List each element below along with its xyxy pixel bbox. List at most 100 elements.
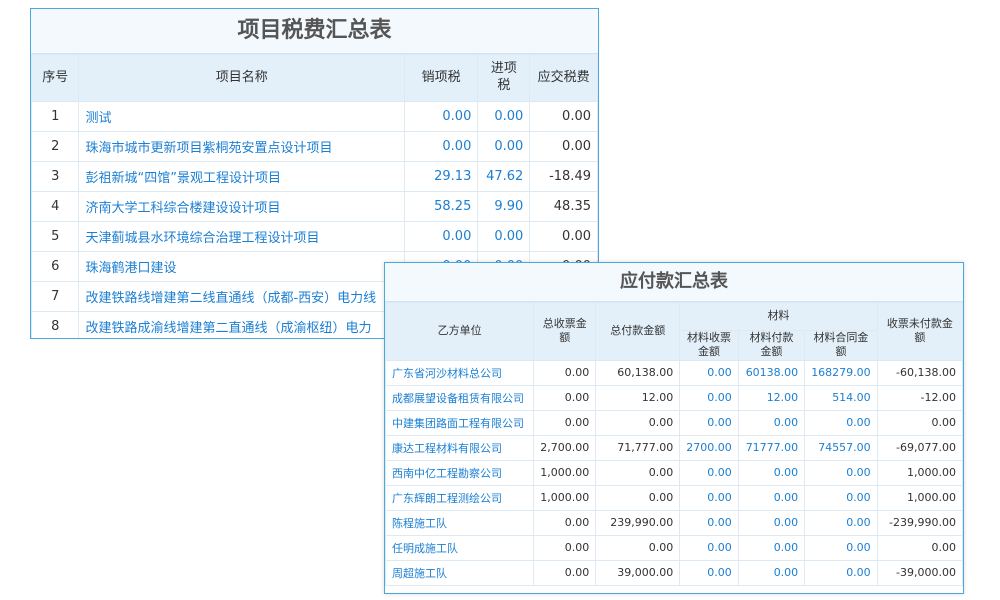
project-name[interactable]: 测试 xyxy=(78,101,405,132)
project-name[interactable]: 改建铁路线增建第二线直通线（成都-西安）电力线 xyxy=(78,281,405,312)
column-header: 材料付款金额 xyxy=(737,330,806,361)
amount: 0.00 xyxy=(595,409,681,436)
party-name[interactable]: 陈程施工队 xyxy=(385,509,535,536)
amount: 0.00 xyxy=(595,534,681,561)
group-header: 材料 xyxy=(679,302,878,331)
party-name[interactable]: 周超施工队 xyxy=(385,559,535,586)
amount: -239,990.00 xyxy=(876,509,963,536)
amount: 60138.00 xyxy=(737,359,806,386)
amount: 0.00 xyxy=(876,409,963,436)
party-name[interactable]: 康达工程材料有限公司 xyxy=(385,434,535,461)
table-row: 康达工程材料有限公司 2,700.00 71,777.00 2700.00 71777.… xyxy=(385,434,963,461)
amount: 1,000.00 xyxy=(876,484,963,511)
tax-amount: 0.00 xyxy=(529,101,598,132)
amount: 0.00 xyxy=(533,409,597,436)
row-number: 5 xyxy=(31,221,80,252)
tax-amount: 0.00 xyxy=(403,101,479,132)
party-name[interactable]: 西南中亿工程勘察公司 xyxy=(385,459,535,486)
project-name[interactable]: 珠海鹤港口建设 xyxy=(78,251,405,282)
amount: 0.00 xyxy=(876,534,963,561)
column-header: 进项税 xyxy=(477,54,531,102)
row-number: 3 xyxy=(31,161,80,192)
amount: 0.00 xyxy=(533,359,597,386)
tax-amount: 9.90 xyxy=(477,191,531,222)
project-name[interactable]: 彭祖新城“四馆”景观工程设计项目 xyxy=(78,161,405,192)
project-name[interactable]: 珠海市城市更新项目紫桐苑安置点设计项目 xyxy=(78,131,405,162)
tax-amount: 0.00 xyxy=(529,221,598,252)
column-header: 乙方单位 xyxy=(385,302,535,361)
amount: 0.00 xyxy=(804,484,878,511)
amount: 0.00 xyxy=(679,384,739,411)
amount: 2700.00 xyxy=(679,434,739,461)
amount: 0.00 xyxy=(804,409,878,436)
column-header: 收票未付款金额 xyxy=(876,302,963,361)
column-header: 应交税费 xyxy=(529,54,598,102)
tax-amount: 0.00 xyxy=(477,131,531,162)
amount: 0.00 xyxy=(533,384,597,411)
amount: 0.00 xyxy=(679,409,739,436)
panel-title: 应付款汇总表 xyxy=(385,263,963,302)
header-row: 序号 项目名称 销项税 进项税 应交税费 xyxy=(31,54,598,102)
column-header: 材料收票金额 xyxy=(679,330,739,361)
amount: 0.00 xyxy=(679,559,739,586)
amount: 12.00 xyxy=(737,384,806,411)
amount: 1,000.00 xyxy=(533,459,597,486)
table-row: 中建集团路面工程有限公司 0.00 0.00 0.00 0.00 0.00 0.00 xyxy=(385,409,963,436)
column-header: 总收票金额 xyxy=(533,302,597,361)
table-row: 1 测试 0.00 0.00 0.00 xyxy=(31,101,598,132)
amount: 168279.00 xyxy=(804,359,878,386)
header-row: 乙方单位 总收票金额 总付款金额 材料 收票未付款金额 xyxy=(385,302,963,361)
column-header: 材料合同金额 xyxy=(804,330,878,361)
amount: 0.00 xyxy=(679,534,739,561)
table-row: 广东省河沙材料总公司 0.00 60,138.00 0.00 60138.00 16827… xyxy=(385,359,963,386)
party-name[interactable]: 中建集团路面工程有限公司 xyxy=(385,409,535,436)
amount: 0.00 xyxy=(595,484,681,511)
amount: 0.00 xyxy=(533,509,597,536)
amount: 0.00 xyxy=(804,509,878,536)
amount: 0.00 xyxy=(679,509,739,536)
amount: -39,000.00 xyxy=(876,559,963,586)
amount: -60,138.00 xyxy=(876,359,963,386)
amount: 60,138.00 xyxy=(595,359,681,386)
amount: 0.00 xyxy=(679,484,739,511)
project-name[interactable]: 济南大学工科综合楼建设设计项目 xyxy=(78,191,405,222)
amount: 0.00 xyxy=(679,459,739,486)
amount: 39,000.00 xyxy=(595,559,681,586)
tax-amount: 48.35 xyxy=(529,191,598,222)
amount: 0.00 xyxy=(804,534,878,561)
column-header: 序号 xyxy=(31,54,80,102)
row-number: 4 xyxy=(31,191,80,222)
row-number: 8 xyxy=(31,311,80,338)
amount: 0.00 xyxy=(737,409,806,436)
table-row: 周超施工队 0.00 39,000.00 0.00 0.00 0.00 -39,000.00 xyxy=(385,559,963,586)
payable-table: 乙方单位 总收票金额 总付款金额 材料 收票未付款金额 材料收票金额 材料付款金额 材料合同金… xyxy=(385,302,963,586)
header-row: 材料收票金额 材料付款金额 材料合同金额 xyxy=(386,330,963,361)
party-name[interactable]: 广东辉朗工程测绘公司 xyxy=(385,484,535,511)
amount: 2,700.00 xyxy=(533,434,597,461)
tax-amount: 29.13 xyxy=(403,161,479,192)
amount: 0.00 xyxy=(679,359,739,386)
project-name[interactable]: 天津蓟城县水环境综合治理工程设计项目 xyxy=(78,221,405,252)
payable-summary-panel: 应付款汇总表 乙方单位 总收票金额 总付款金额 材料 收票未付款金额 材料收票金额 材料付款… xyxy=(384,262,964,594)
tax-summary-panel: 项目税费汇总表 序号 项目名称 销项税 进项税 应交税费 1 测试 0.00 0.00 0.00 2… xyxy=(30,8,599,339)
column-header: 项目名称 xyxy=(78,54,405,102)
party-name[interactable]: 广东省河沙材料总公司 xyxy=(385,359,535,386)
amount: 0.00 xyxy=(737,534,806,561)
tax-amount: 0.00 xyxy=(403,131,479,162)
amount: 71777.00 xyxy=(737,434,806,461)
amount: 239,990.00 xyxy=(595,509,681,536)
amount: 0.00 xyxy=(737,459,806,486)
amount: 0.00 xyxy=(533,534,597,561)
amount: 74557.00 xyxy=(804,434,878,461)
party-name[interactable]: 成都展望设备租赁有限公司 xyxy=(385,384,535,411)
table-row: 成都展望设备租赁有限公司 0.00 12.00 0.00 12.00 514.00 -12.… xyxy=(385,384,963,411)
amount: 1,000.00 xyxy=(876,459,963,486)
table-row: 4 济南大学工科综合楼建设设计项目 58.25 9.90 48.35 xyxy=(31,191,598,222)
party-name[interactable]: 任明成施工队 xyxy=(385,534,535,561)
amount: 1,000.00 xyxy=(533,484,597,511)
amount: 0.00 xyxy=(737,509,806,536)
tax-amount: 0.00 xyxy=(529,131,598,162)
amount: 0.00 xyxy=(804,459,878,486)
amount: 0.00 xyxy=(737,484,806,511)
project-name[interactable]: 改建铁路成渝线增建第二直通线（成渝枢纽）电力 xyxy=(78,311,405,338)
